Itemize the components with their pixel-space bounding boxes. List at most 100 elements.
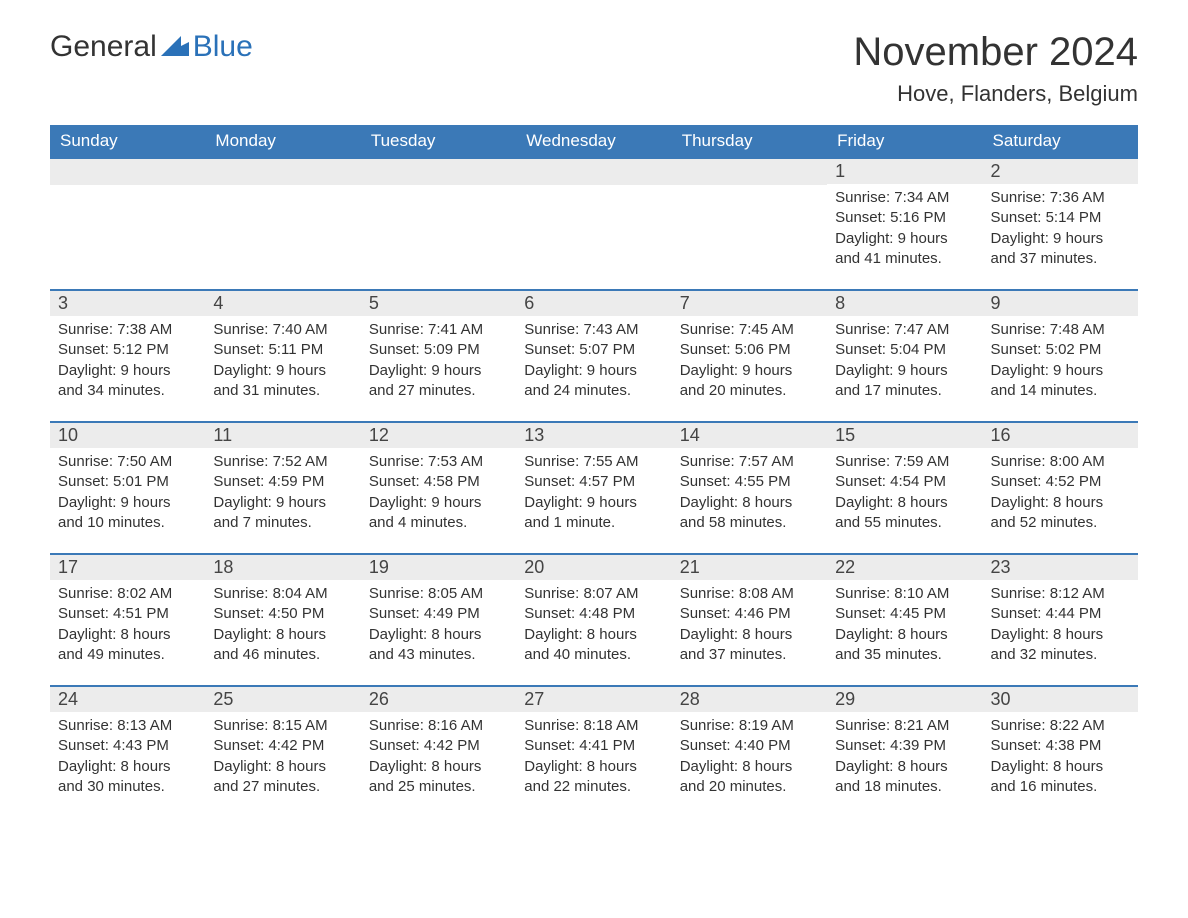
day-number: 16 — [983, 423, 1138, 448]
daylight-line1: Daylight: 9 hours — [213, 361, 352, 381]
sunrise-text: Sunrise: 7:59 AM — [835, 452, 974, 472]
calendar-week-row: 10Sunrise: 7:50 AMSunset: 5:01 PMDayligh… — [50, 422, 1138, 554]
day-number-empty — [516, 159, 671, 185]
logo-text-general: General — [50, 30, 157, 64]
day-number: 1 — [827, 159, 982, 184]
weekday-header: Monday — [205, 125, 360, 158]
sunrise-text: Sunrise: 7:50 AM — [58, 452, 197, 472]
sunrise-text: Sunrise: 8:18 AM — [524, 716, 663, 736]
sunrise-text: Sunrise: 8:12 AM — [991, 584, 1130, 604]
sunrise-text: Sunrise: 8:07 AM — [524, 584, 663, 604]
sunrise-text: Sunrise: 7:34 AM — [835, 188, 974, 208]
calendar-cell: 6Sunrise: 7:43 AMSunset: 5:07 PMDaylight… — [516, 290, 671, 422]
sunset-text: Sunset: 4:57 PM — [524, 472, 663, 492]
daylight-line1: Daylight: 9 hours — [835, 229, 974, 249]
calendar-table: Sunday Monday Tuesday Wednesday Thursday… — [50, 125, 1138, 817]
sunrise-text: Sunrise: 8:10 AM — [835, 584, 974, 604]
weekday-header: Tuesday — [361, 125, 516, 158]
sunrise-text: Sunrise: 7:52 AM — [213, 452, 352, 472]
calendar-cell: 26Sunrise: 8:16 AMSunset: 4:42 PMDayligh… — [361, 686, 516, 817]
day-number: 6 — [516, 291, 671, 316]
logo: General Blue — [50, 30, 253, 64]
daylight-line1: Daylight: 9 hours — [58, 493, 197, 513]
sunset-text: Sunset: 5:06 PM — [680, 340, 819, 360]
daylight-line1: Daylight: 8 hours — [369, 757, 508, 777]
weekday-header: Thursday — [672, 125, 827, 158]
sunset-text: Sunset: 5:02 PM — [991, 340, 1130, 360]
day-number: 15 — [827, 423, 982, 448]
calendar-cell: 4Sunrise: 7:40 AMSunset: 5:11 PMDaylight… — [205, 290, 360, 422]
daylight-line2: and 14 minutes. — [991, 381, 1130, 401]
daylight-line2: and 37 minutes. — [991, 249, 1130, 269]
day-number: 26 — [361, 687, 516, 712]
sunset-text: Sunset: 4:40 PM — [680, 736, 819, 756]
day-body: Sunrise: 8:16 AMSunset: 4:42 PMDaylight:… — [361, 712, 516, 817]
sunrise-text: Sunrise: 8:02 AM — [58, 584, 197, 604]
sunset-text: Sunset: 5:04 PM — [835, 340, 974, 360]
daylight-line2: and 40 minutes. — [524, 645, 663, 665]
logo-flag-icon — [161, 30, 189, 64]
calendar-cell: 5Sunrise: 7:41 AMSunset: 5:09 PMDaylight… — [361, 290, 516, 422]
day-body: Sunrise: 7:36 AMSunset: 5:14 PMDaylight:… — [983, 184, 1138, 289]
daylight-line1: Daylight: 8 hours — [835, 493, 974, 513]
day-number: 30 — [983, 687, 1138, 712]
calendar-cell: 1Sunrise: 7:34 AMSunset: 5:16 PMDaylight… — [827, 158, 982, 290]
sunrise-text: Sunrise: 7:47 AM — [835, 320, 974, 340]
day-body: Sunrise: 8:08 AMSunset: 4:46 PMDaylight:… — [672, 580, 827, 685]
sunrise-text: Sunrise: 7:36 AM — [991, 188, 1130, 208]
daylight-line2: and 43 minutes. — [369, 645, 508, 665]
sunset-text: Sunset: 4:55 PM — [680, 472, 819, 492]
sunset-text: Sunset: 4:51 PM — [58, 604, 197, 624]
day-body: Sunrise: 7:53 AMSunset: 4:58 PMDaylight:… — [361, 448, 516, 553]
month-title: November 2024 — [853, 30, 1138, 75]
daylight-line2: and 31 minutes. — [213, 381, 352, 401]
day-body: Sunrise: 8:19 AMSunset: 4:40 PMDaylight:… — [672, 712, 827, 817]
calendar-cell: 19Sunrise: 8:05 AMSunset: 4:49 PMDayligh… — [361, 554, 516, 686]
daylight-line2: and 46 minutes. — [213, 645, 352, 665]
daylight-line2: and 55 minutes. — [835, 513, 974, 533]
day-number: 2 — [983, 159, 1138, 184]
sunrise-text: Sunrise: 7:53 AM — [369, 452, 508, 472]
daylight-line2: and 10 minutes. — [58, 513, 197, 533]
daylight-line1: Daylight: 8 hours — [524, 757, 663, 777]
day-body-empty — [50, 185, 205, 275]
daylight-line2: and 35 minutes. — [835, 645, 974, 665]
day-number: 4 — [205, 291, 360, 316]
daylight-line1: Daylight: 8 hours — [991, 493, 1130, 513]
sunrise-text: Sunrise: 8:08 AM — [680, 584, 819, 604]
daylight-line1: Daylight: 8 hours — [58, 757, 197, 777]
calendar-cell: 20Sunrise: 8:07 AMSunset: 4:48 PMDayligh… — [516, 554, 671, 686]
day-number: 8 — [827, 291, 982, 316]
sunset-text: Sunset: 5:12 PM — [58, 340, 197, 360]
day-number: 21 — [672, 555, 827, 580]
daylight-line2: and 52 minutes. — [991, 513, 1130, 533]
sunrise-text: Sunrise: 8:19 AM — [680, 716, 819, 736]
sunrise-text: Sunrise: 8:15 AM — [213, 716, 352, 736]
sunset-text: Sunset: 4:45 PM — [835, 604, 974, 624]
day-number: 17 — [50, 555, 205, 580]
sunrise-text: Sunrise: 8:00 AM — [991, 452, 1130, 472]
calendar-cell: 3Sunrise: 7:38 AMSunset: 5:12 PMDaylight… — [50, 290, 205, 422]
day-number: 5 — [361, 291, 516, 316]
calendar-cell: 2Sunrise: 7:36 AMSunset: 5:14 PMDaylight… — [983, 158, 1138, 290]
day-number: 23 — [983, 555, 1138, 580]
day-number: 7 — [672, 291, 827, 316]
daylight-line1: Daylight: 8 hours — [680, 757, 819, 777]
day-number-empty — [361, 159, 516, 185]
day-number-empty — [672, 159, 827, 185]
calendar-cell: 29Sunrise: 8:21 AMSunset: 4:39 PMDayligh… — [827, 686, 982, 817]
day-number: 13 — [516, 423, 671, 448]
daylight-line2: and 24 minutes. — [524, 381, 663, 401]
day-body-empty — [361, 185, 516, 275]
sunset-text: Sunset: 4:42 PM — [369, 736, 508, 756]
sunrise-text: Sunrise: 7:57 AM — [680, 452, 819, 472]
daylight-line2: and 1 minute. — [524, 513, 663, 533]
calendar-cell: 8 Sunrise: 7:47 AMSunset: 5:04 PMDaylight… — [827, 290, 982, 422]
calendar-cell: 18Sunrise: 8:04 AMSunset: 4:50 PMDayligh… — [205, 554, 360, 686]
sunset-text: Sunset: 4:44 PM — [991, 604, 1130, 624]
weekday-header: Sunday — [50, 125, 205, 158]
day-body: Sunrise: 7:50 AMSunset: 5:01 PMDaylight:… — [50, 448, 205, 553]
sunset-text: Sunset: 4:49 PM — [369, 604, 508, 624]
daylight-line1: Daylight: 9 hours — [835, 361, 974, 381]
day-number-empty — [205, 159, 360, 185]
